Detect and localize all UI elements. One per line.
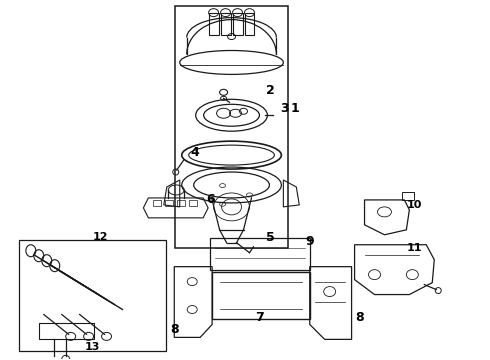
- Text: 3: 3: [281, 102, 289, 115]
- Bar: [212, 272, 310, 319]
- Bar: [177, 200, 185, 206]
- Text: 2: 2: [266, 84, 274, 97]
- Bar: [402, 192, 415, 200]
- Text: 12: 12: [93, 232, 108, 242]
- Text: 13: 13: [85, 342, 100, 352]
- Bar: [39, 323, 94, 339]
- Text: 8: 8: [355, 311, 364, 324]
- Bar: [245, 13, 254, 35]
- Text: 1: 1: [291, 102, 299, 115]
- Text: 9: 9: [305, 235, 314, 248]
- Bar: [153, 200, 161, 206]
- Bar: [210, 238, 310, 270]
- Bar: [189, 200, 197, 206]
- Text: 8: 8: [170, 323, 178, 336]
- Text: 11: 11: [407, 243, 422, 253]
- Bar: [19, 240, 166, 351]
- Bar: [220, 13, 231, 35]
- Bar: [233, 13, 243, 35]
- Text: 10: 10: [407, 200, 422, 210]
- Text: 5: 5: [266, 231, 274, 244]
- Text: 4: 4: [191, 145, 199, 159]
- Text: 6: 6: [206, 193, 215, 206]
- Text: 7: 7: [256, 311, 264, 324]
- Bar: [209, 13, 219, 35]
- Bar: [175, 6, 288, 248]
- Bar: [165, 200, 173, 206]
